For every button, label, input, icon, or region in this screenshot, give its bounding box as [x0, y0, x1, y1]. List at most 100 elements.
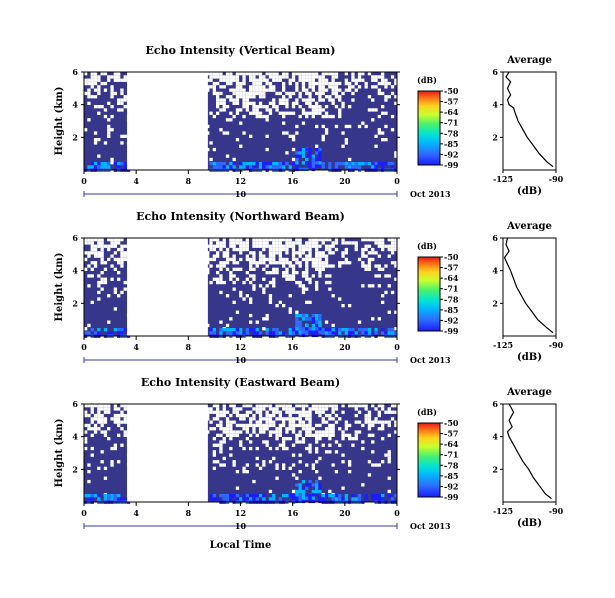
echo-cell: [348, 331, 352, 335]
echo-cell: [351, 165, 355, 169]
echo-cell: [113, 328, 117, 332]
no-echo-cell: [272, 430, 276, 434]
echo-cell: [361, 331, 365, 335]
no-echo-cell: [97, 244, 101, 248]
no-echo-cell: [288, 238, 292, 242]
echo-cell: [87, 331, 91, 335]
no-echo-cell: [239, 417, 243, 421]
echo-cell: [123, 165, 127, 169]
x-tick-label: 0: [394, 342, 400, 352]
no-echo-cell: [348, 105, 352, 109]
no-echo-cell: [318, 437, 322, 441]
no-echo-cell: [100, 238, 104, 242]
no-echo-cell: [239, 238, 243, 242]
no-echo-cell: [291, 271, 296, 275]
no-echo-cell: [252, 274, 256, 278]
no-echo-cell: [354, 88, 358, 92]
echo-cell: [298, 493, 302, 497]
echo-cell: [374, 331, 378, 335]
echo-cell: [212, 331, 216, 335]
echo-cell: [120, 497, 124, 501]
no-echo-cell: [117, 407, 121, 411]
date-tick-label: 10: [235, 355, 247, 365]
no-echo-cell: [100, 257, 104, 262]
no-echo-cell: [328, 423, 332, 428]
no-echo-cell: [103, 410, 108, 414]
average-title: Average: [506, 55, 552, 66]
no-echo-cell: [255, 111, 259, 115]
no-echo-cell: [212, 147, 216, 152]
no-echo-cell: [305, 72, 309, 76]
no-echo-cell: [255, 238, 259, 242]
echo-cell: [288, 494, 292, 498]
no-echo-cell: [298, 460, 302, 464]
no-echo-cell: [328, 280, 332, 285]
echo-cell: [328, 494, 332, 498]
no-echo-cell: [268, 300, 273, 304]
avg-y-tick-label: 6: [492, 67, 498, 77]
echo-cell: [348, 162, 352, 166]
no-echo-cell: [371, 284, 375, 288]
echo-cell: [97, 328, 101, 332]
no-echo-cell: [377, 128, 381, 132]
no-echo-cell: [367, 473, 372, 477]
no-echo-cell: [308, 450, 312, 454]
no-echo-cell: [387, 476, 391, 480]
no-echo-cell: [331, 75, 335, 79]
no-echo-cell: [268, 251, 273, 255]
echo-cell: [305, 323, 309, 328]
no-echo-cell: [308, 78, 312, 82]
no-echo-cell: [298, 430, 302, 434]
no-echo-cell: [394, 151, 398, 155]
x-tick-label: 0: [81, 342, 87, 352]
no-echo-cell: [235, 241, 240, 245]
no-echo-cell: [305, 277, 309, 281]
echo-cell: [305, 161, 309, 165]
echo-cell: [275, 328, 279, 332]
no-echo-cell: [232, 257, 236, 262]
no-echo-cell: [364, 404, 368, 408]
no-echo-cell: [219, 320, 223, 324]
no-echo-cell: [384, 420, 388, 424]
no-echo-cell: [367, 238, 372, 242]
echo-cell: [298, 489, 302, 494]
echo-cell: [225, 494, 230, 498]
echo-cell: [268, 497, 273, 501]
echo-cell: [295, 489, 299, 494]
no-echo-cell: [219, 267, 223, 271]
no-echo-cell: [255, 91, 259, 96]
no-echo-cell: [265, 284, 269, 288]
no-echo-cell: [321, 78, 325, 82]
no-echo-cell: [110, 264, 114, 268]
no-echo-cell: [285, 105, 289, 109]
no-echo-cell: [113, 257, 117, 262]
echo-cell: [338, 497, 342, 501]
no-echo-cell: [321, 81, 325, 86]
no-echo-cell: [219, 443, 223, 447]
no-echo-cell: [110, 114, 114, 119]
echo-cell: [235, 497, 240, 501]
no-echo-cell: [354, 420, 358, 424]
echo-cell: [381, 165, 385, 169]
no-echo-cell: [252, 238, 256, 242]
no-echo-cell: [315, 241, 319, 245]
no-echo-cell: [275, 446, 279, 451]
no-echo-cell: [87, 284, 91, 288]
colorbar: [417, 256, 441, 332]
echo-cell: [301, 493, 306, 497]
no-echo-cell: [229, 244, 233, 248]
no-echo-cell: [272, 254, 276, 258]
colorbar-tick-label: -71: [444, 450, 458, 460]
no-echo-cell: [249, 72, 253, 76]
no-echo-cell: [225, 131, 230, 135]
echo-cell: [212, 328, 216, 332]
no-echo-cell: [262, 290, 266, 295]
no-echo-cell: [278, 254, 282, 258]
colorbar-tick-label: -99: [444, 160, 459, 170]
no-echo-cell: [331, 101, 335, 105]
no-echo-cell: [272, 257, 276, 262]
no-echo-cell: [384, 410, 388, 414]
no-echo-cell: [291, 407, 296, 411]
no-echo-cell: [301, 427, 306, 431]
no-echo-cell: [285, 427, 289, 431]
